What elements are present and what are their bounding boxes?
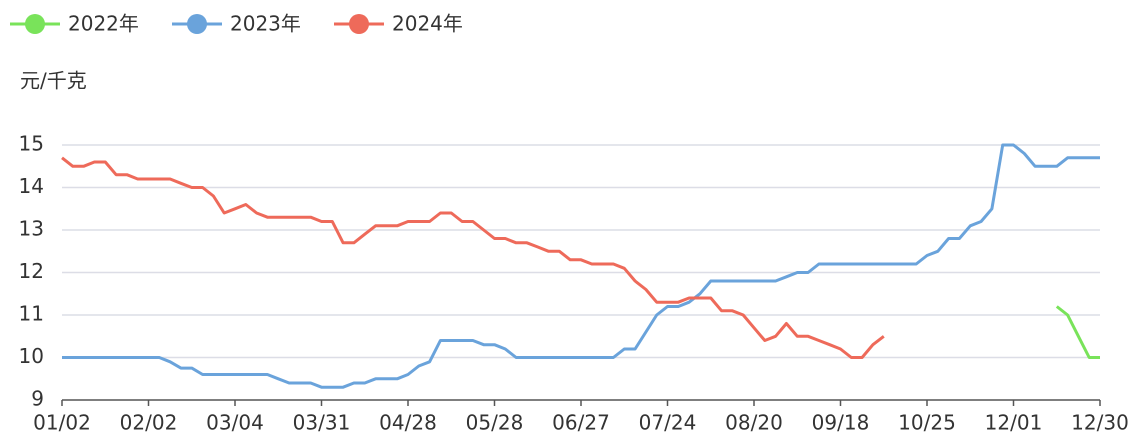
y-axis-label: 元/千克	[20, 69, 87, 93]
legend-label: 2024年	[392, 12, 463, 36]
y-tick-label: 13	[19, 217, 44, 241]
y-tick-label: 9	[31, 387, 44, 411]
x-tick-label: 07/24	[639, 411, 697, 435]
x-tick-label: 12/01	[985, 411, 1043, 435]
x-tick-label: 04/28	[379, 411, 437, 435]
legend-label: 2023年	[230, 12, 301, 36]
y-tick-label: 10	[19, 344, 44, 368]
series-line	[61, 156, 885, 359]
y-tick-label: 12	[19, 259, 44, 283]
legend-marker	[25, 14, 45, 34]
x-tick-label: 09/18	[812, 411, 870, 435]
x-tick-label: 03/04	[206, 411, 264, 435]
x-tick-label: 05/28	[466, 411, 524, 435]
x-tick-label: 03/31	[293, 411, 351, 435]
x-tick-label: 10/25	[898, 411, 956, 435]
x-tick-label: 08/20	[725, 411, 783, 435]
legend-marker	[349, 14, 369, 34]
legend-label: 2022年	[68, 12, 139, 36]
x-tick-label: 06/27	[552, 411, 610, 435]
x-tick-label: 12/30	[1071, 411, 1129, 435]
y-tick-label: 14	[19, 174, 44, 198]
series-line	[62, 143, 1100, 389]
series-line	[1055, 305, 1100, 359]
y-tick-label: 15	[19, 132, 44, 156]
x-tick-label: 01/02	[33, 411, 91, 435]
y-tick-label: 11	[19, 302, 44, 326]
x-tick-label: 02/02	[120, 411, 178, 435]
legend-marker	[187, 14, 207, 34]
